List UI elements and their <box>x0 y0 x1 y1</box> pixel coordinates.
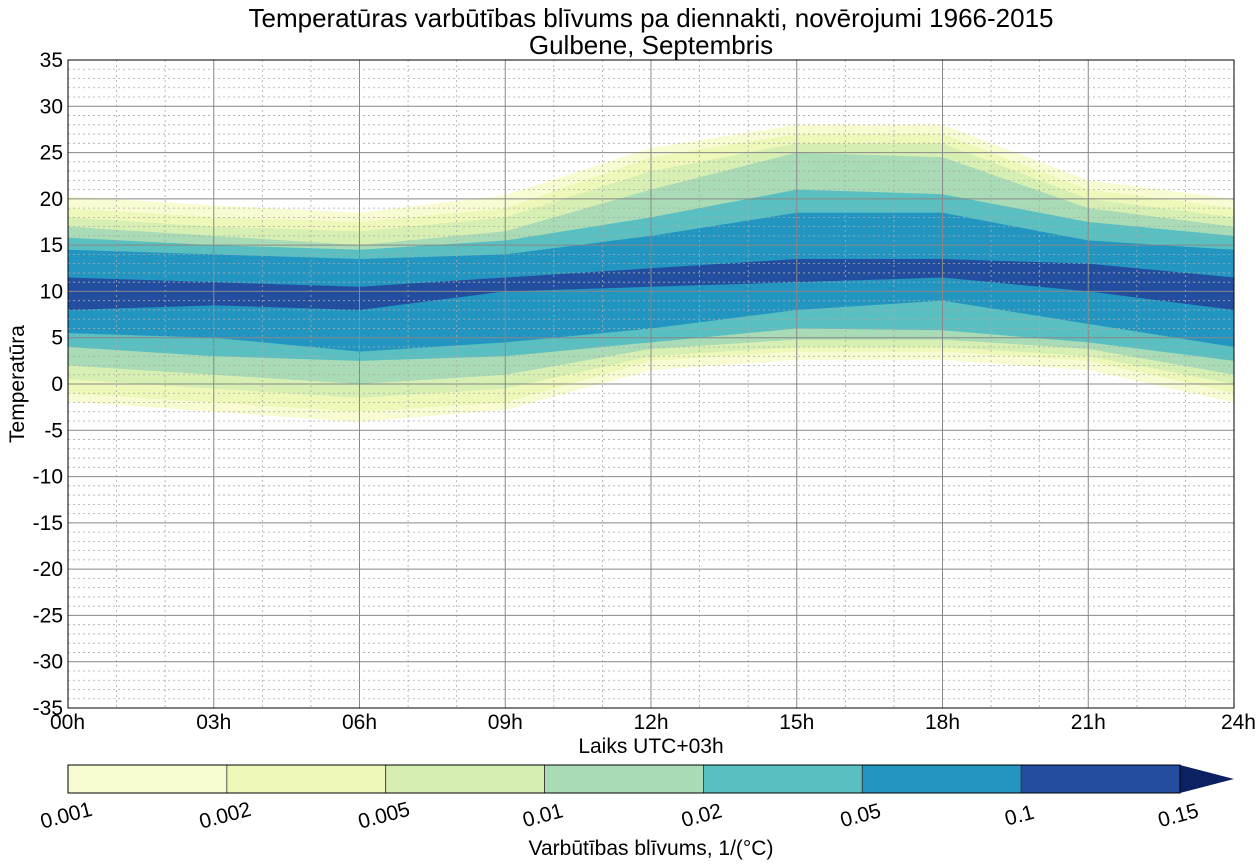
y-tick-label: -5 <box>44 419 63 442</box>
colorbar-label: Varbūtības blīvums, 1/(°C) <box>529 837 774 860</box>
chart-subtitle: Gulbene, Septembris <box>529 30 773 60</box>
colorbar-segment <box>385 764 545 794</box>
x-tick-label: 21h <box>1071 711 1106 734</box>
colorbar-segment <box>861 764 1022 794</box>
x-tick-label: 03h <box>196 711 231 734</box>
y-tick-label: -20 <box>33 558 63 581</box>
y-tick-label: 15 <box>40 234 63 257</box>
y-tick-label: 5 <box>51 327 63 350</box>
x-axis-label: Laiks UTC+03h <box>578 735 723 758</box>
y-tick-label: 25 <box>40 142 63 165</box>
y-tick-label: 30 <box>40 95 63 118</box>
colorbar-segment <box>1020 764 1181 794</box>
y-tick-label: 35 <box>40 49 63 72</box>
y-tick-label: 20 <box>40 188 63 211</box>
colorbar-tick-label: 0.05 <box>838 799 883 832</box>
colorbar-segment <box>703 764 863 794</box>
y-tick-label: -25 <box>33 604 63 627</box>
plot-frame <box>67 59 1235 709</box>
y-tick-label: 10 <box>40 280 63 303</box>
y-tick-label: -35 <box>33 697 63 720</box>
colorbar-tick-label: 0.01 <box>520 799 565 832</box>
colorbar: 0.001 0.002 0.005 0.01 0.02 0.05 0.1 0.15 <box>38 764 1234 834</box>
grid <box>67 59 1235 709</box>
colorbar-extend-arrow <box>1180 765 1234 793</box>
colorbar-segment <box>67 764 228 794</box>
x-tick-label: 09h <box>488 711 523 734</box>
chart-title: Temperatūras varbūtības blīvums pa dienn… <box>248 3 1053 33</box>
y-tick-label: -10 <box>33 466 63 489</box>
colorbar-tick-label: 0.005 <box>356 798 413 834</box>
colorbar-frame <box>67 764 1181 794</box>
colorbar-tick-label: 0.002 <box>197 798 254 834</box>
y-tick-label: -15 <box>33 512 63 535</box>
x-tick-label: 24h <box>1221 711 1256 734</box>
x-tick-label: 06h <box>342 711 377 734</box>
colorbar-tick-label: 0.15 <box>1156 799 1201 832</box>
colorbar-tick-label: 0.001 <box>38 798 95 834</box>
x-tick-label: 00h <box>50 711 85 734</box>
y-axis-ticks: 35 30 25 20 15 10 5 0 -5 -10 -15 -20 -25 -30 -35 <box>33 49 63 720</box>
colorbar-tick-label: 0.02 <box>679 799 724 832</box>
y-tick-label: -30 <box>33 651 63 674</box>
colorbar-segment <box>544 764 704 794</box>
x-tick-label: 12h <box>633 711 668 734</box>
x-tick-label: 15h <box>779 711 814 734</box>
y-tick-label: 0 <box>51 373 63 396</box>
x-axis-ticks: 00h 03h 06h 09h 12h 15h 18h 21h 24h <box>50 711 1256 734</box>
colorbar-segment <box>226 764 387 794</box>
y-axis-label: Temperatūra <box>6 325 29 443</box>
colorbar-tick-label: 0.1 <box>1002 801 1036 831</box>
x-tick-label: 18h <box>925 711 960 734</box>
